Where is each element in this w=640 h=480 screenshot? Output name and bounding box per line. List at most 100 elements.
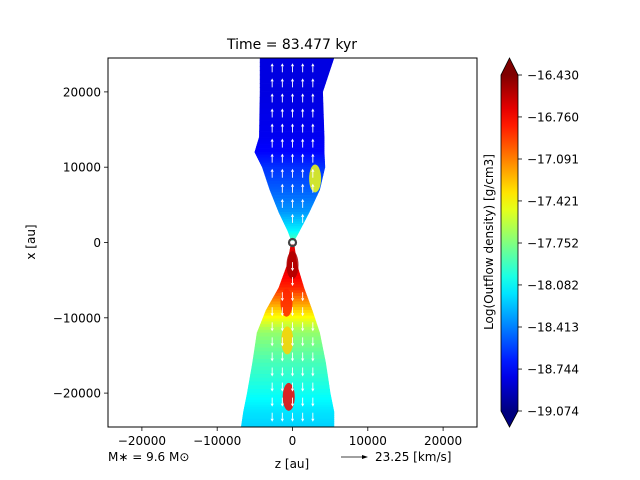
velocity-arrow-head: [290, 78, 295, 82]
upper-lobe-band: [275, 203, 314, 208]
velocity-arrow-head: [280, 298, 284, 302]
velocity-arrow-head: [301, 153, 305, 157]
velocity-arrow-head: [280, 313, 284, 317]
velocity-arrow-head: [290, 403, 295, 407]
upper-lobe-band: [259, 114, 324, 121]
velocity-arrow-head: [290, 138, 295, 142]
colorbar-extend-bottom: [501, 411, 518, 427]
velocity-arrow-head: [290, 93, 295, 97]
velocity-arrow-head: [290, 183, 295, 187]
velocity-arrow-head: [270, 343, 274, 347]
velocity-arrow-head: [280, 358, 284, 362]
lower-lobe-band: [280, 278, 303, 283]
lower-lobe-band: [250, 370, 328, 375]
colorbar-tick-label: −16.430: [527, 69, 579, 83]
velocity-arrow-head: [270, 108, 274, 112]
upper-lobe-band: [259, 108, 324, 115]
velocity-arrow-head: [290, 153, 295, 157]
upper-lobe-band: [259, 70, 331, 76]
velocity-arrow-head: [280, 183, 284, 187]
density-hot-spot: [309, 164, 322, 193]
velocity-arrow-head: [311, 123, 315, 127]
stellar-mass-annotation: M∗ = 9.6 M⊙: [108, 450, 189, 464]
lower-lobe-band: [261, 318, 317, 322]
velocity-arrow-head: [290, 283, 295, 287]
colorbar-tick-label: −18.744: [527, 363, 579, 377]
velocity-arrow-head: [290, 123, 295, 127]
velocity-arrow-head: [311, 358, 315, 362]
velocity-arrow-head: [301, 298, 305, 302]
upper-lobe-band: [272, 197, 317, 202]
colorbar-tick-label: −16.760: [527, 110, 579, 124]
y-tick-label: −20000: [53, 387, 101, 401]
velocity-arrow-head: [270, 153, 274, 157]
velocity-arrow-head: [301, 343, 305, 347]
upper-lobe-band: [277, 209, 311, 213]
velocity-arrow-head: [280, 153, 284, 157]
upper-lobe-band: [281, 219, 306, 223]
velocity-arrow-head: [270, 138, 274, 142]
upper-lobe-band: [282, 221, 305, 225]
lower-lobe-band: [278, 284, 305, 288]
upper-lobe-band: [259, 125, 325, 132]
y-tick-label: 20000: [63, 85, 101, 99]
colorbar-tick-label: −18.413: [527, 321, 579, 335]
velocity-arrow-head: [280, 418, 284, 422]
velocity-arrow-head: [311, 108, 315, 112]
upper-lobe-band: [285, 226, 303, 230]
upper-lobe-band: [259, 97, 324, 104]
velocity-arrow-head: [301, 373, 305, 377]
velocity-arrow-head: [280, 93, 284, 97]
velocity-arrow-head: [290, 213, 295, 217]
chart-title: Time = 83.477 kyr: [226, 37, 357, 53]
velocity-arrow-head: [270, 123, 274, 127]
velocity-arrow-head: [301, 403, 305, 407]
colorbar-gradient: [501, 75, 518, 411]
upper-lobe-band: [259, 131, 325, 138]
velocity-arrow-head: [280, 138, 284, 142]
lower-lobe-band: [248, 377, 329, 383]
lower-lobe-band: [260, 321, 318, 325]
x-axis-label: z [au]: [275, 457, 309, 471]
upper-lobe-band: [259, 74, 329, 80]
velocity-arrow-head: [301, 138, 305, 142]
lower-lobe-band: [251, 362, 327, 368]
velocity-arrow-head: [311, 153, 315, 157]
velocity-arrow-head: [280, 328, 284, 332]
density-hot-spot: [281, 326, 294, 355]
velocity-arrow-head: [270, 328, 274, 332]
velocity-arrow-head: [301, 63, 305, 67]
y-tick-label: 0: [93, 236, 101, 250]
lower-lobe-band: [289, 247, 296, 251]
velocity-arrow-head: [290, 108, 295, 112]
velocity-arrow-head: [290, 313, 295, 317]
upper-lobe-band: [270, 192, 319, 196]
velocity-arrow-head: [270, 388, 274, 392]
y-tick-label: 10000: [63, 161, 101, 175]
velocity-scale-arrow-head: [362, 455, 368, 459]
velocity-arrow-head: [280, 168, 284, 172]
velocity-arrow-head: [301, 388, 305, 392]
velocity-arrow-head: [311, 373, 315, 377]
velocity-arrow-head: [290, 298, 295, 302]
velocity-arrow-head: [270, 168, 274, 172]
velocity-arrow-head: [301, 183, 305, 187]
velocity-arrow-head: [301, 78, 305, 82]
lower-lobe-band: [249, 373, 329, 379]
colorbar-extend-top: [501, 58, 518, 75]
colorbar-tick-label: −17.752: [527, 237, 579, 251]
velocity-arrow-head: [270, 418, 274, 422]
upper-lobe-band: [278, 212, 310, 216]
y-axis-ticks: 20000 10000 0 −10000 −20000: [53, 85, 108, 401]
colorbar-tick-label: −17.091: [527, 153, 579, 167]
velocity-arrow-head: [311, 403, 315, 407]
velocity-arrows: [270, 63, 315, 422]
velocity-arrow-head: [280, 123, 284, 127]
colorbar-tick-label: −17.421: [527, 194, 579, 208]
velocity-arrow-head: [270, 358, 274, 362]
lower-lobe-band: [275, 290, 307, 294]
upper-lobe-band: [284, 223, 304, 227]
velocity-scale-key: 23.25 [km/s]: [341, 450, 451, 464]
upper-lobe-band: [273, 200, 315, 205]
